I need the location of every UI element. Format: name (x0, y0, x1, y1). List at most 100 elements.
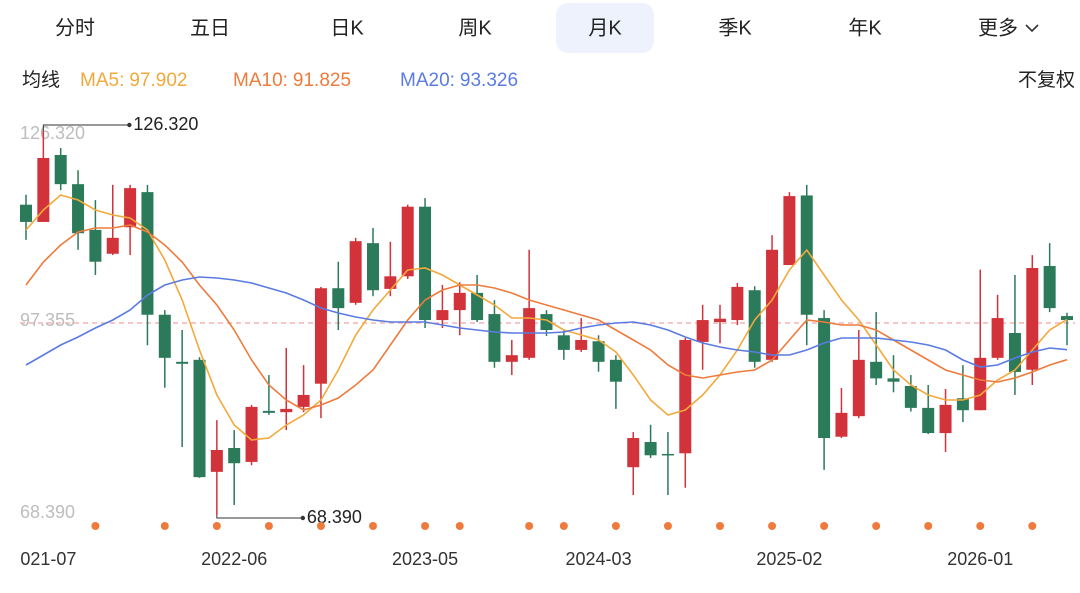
candle-body (419, 206, 432, 321)
event-marker[interactable] (212, 522, 221, 530)
tab[interactable]: 季K (718, 16, 752, 39)
annotation-label: 68.390 (307, 507, 362, 527)
candle-body (245, 406, 258, 462)
tab[interactable]: 年K (848, 16, 882, 39)
candle-body (679, 339, 692, 454)
annotation-dot (300, 515, 306, 521)
candle-body (401, 206, 414, 277)
candle-body (835, 412, 848, 437)
event-marker[interactable] (924, 522, 933, 530)
tab[interactable]: 日K (330, 17, 364, 39)
candle-body (141, 192, 154, 315)
legend-name: MA20: (400, 70, 455, 91)
plot: 126.320 97.355 68.390 126.320 68.390 (20, 114, 1075, 530)
candle-body (54, 154, 67, 185)
candle-body (904, 386, 917, 408)
candle-body (644, 442, 657, 456)
event-marker[interactable] (872, 522, 881, 530)
selected-tab-bg (556, 3, 654, 53)
candle-body (349, 241, 362, 303)
candle-body (592, 341, 605, 362)
legend-value: 93.326 (460, 70, 518, 91)
x-tick-label: 2025-02 (756, 549, 822, 569)
candle-body (367, 243, 379, 291)
tab[interactable]: 五日 (190, 17, 230, 39)
y-tick-label: 126.320 (20, 123, 85, 143)
candle-body (1043, 266, 1056, 309)
candle-body (540, 314, 553, 330)
annotation-dot (127, 122, 132, 128)
candle-body (609, 359, 622, 382)
candle-body (575, 339, 588, 350)
tab[interactable]: 周K (458, 17, 492, 39)
candle-body (453, 292, 466, 311)
candle-body (471, 292, 484, 321)
event-marker[interactable] (160, 522, 169, 530)
tab[interactable]: 分时 (55, 16, 95, 39)
candle-body (158, 314, 171, 358)
annotation-leader (42, 124, 130, 131)
event-marker[interactable] (976, 522, 985, 530)
event-marker[interactable] (611, 522, 620, 530)
event-marker[interactable] (455, 522, 464, 530)
candle-body (106, 237, 119, 254)
event-marker[interactable] (91, 522, 100, 530)
x-tick-label: 2021-07 (10, 549, 76, 569)
candle-body (193, 359, 206, 478)
candle-body (262, 410, 275, 413)
candle-body (731, 286, 744, 321)
event-marker[interactable] (820, 522, 829, 530)
legend-name: MA5: (80, 70, 124, 91)
x-tick-label: 2023-05 (392, 549, 458, 569)
candle-body (557, 335, 570, 350)
candle-body (1061, 316, 1073, 321)
event-marker[interactable] (663, 522, 672, 530)
candle-body (939, 404, 952, 434)
candle-body (297, 394, 310, 407)
event-marker[interactable] (316, 522, 325, 530)
event-marker[interactable] (1028, 522, 1037, 530)
event-marker[interactable] (768, 522, 777, 530)
legend-value: 91.825 (293, 70, 351, 91)
candle-body (332, 288, 345, 309)
candle-body (714, 318, 726, 323)
ma-line (25, 276, 1068, 368)
candle-body (696, 320, 709, 342)
candle-body (818, 318, 831, 439)
ma-line (25, 194, 1068, 441)
legend: MA5: 97.902 MA10: 91.825 MA20: 93.326 (80, 70, 518, 91)
candle-body (1026, 268, 1039, 370)
candle-body (887, 378, 900, 382)
candle-body (661, 453, 674, 456)
candle-body (314, 288, 327, 384)
event-marker[interactable] (559, 522, 568, 530)
x-tick-label: 2024-03 (566, 549, 632, 569)
adjust-toggle[interactable]: 不复权 (1018, 69, 1075, 91)
candle-body (436, 310, 449, 321)
annotation-label: 126.320 (133, 114, 198, 134)
event-marker[interactable] (369, 522, 377, 530)
event-marker[interactable] (421, 522, 430, 530)
candle-body (852, 359, 865, 417)
tab[interactable]: 更多 (978, 16, 1018, 39)
more-chevron[interactable] (1025, 24, 1039, 33)
legend-name: MA10: (233, 70, 288, 91)
candle-body (280, 408, 293, 413)
event-marker[interactable] (525, 522, 534, 530)
event-marker[interactable] (716, 522, 724, 530)
candle-body (783, 196, 796, 266)
legend-value: 97.902 (129, 70, 187, 91)
x-axis: 2021-07 2022-06 2023-05 2024-03 2025-02 2026-… (10, 549, 1013, 569)
candle-body (991, 318, 1004, 358)
y-tick-label: 68.390 (20, 502, 75, 522)
y-tick-label: 97.355 (20, 310, 75, 330)
candle-body (384, 276, 397, 289)
x-tick-label: 2026-01 (947, 549, 1013, 569)
candle-body (1008, 332, 1021, 372)
candle-body (922, 407, 935, 434)
event-marker[interactable] (264, 522, 273, 530)
tab[interactable]: 月K (588, 17, 622, 39)
candle-body (748, 290, 761, 362)
candle-body (176, 361, 189, 364)
